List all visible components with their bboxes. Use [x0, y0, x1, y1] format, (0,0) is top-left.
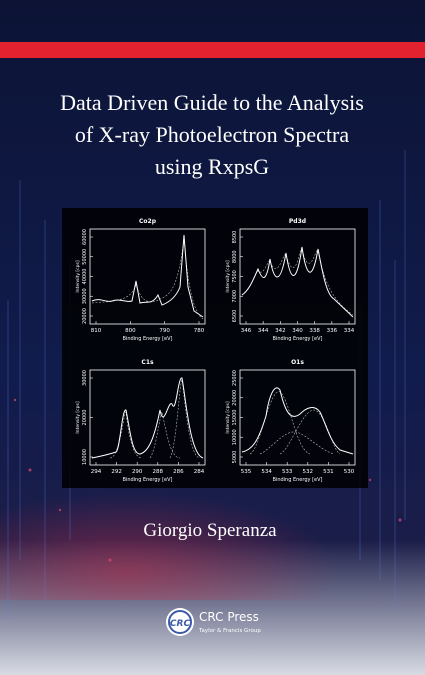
x-tick-label: 532: [303, 469, 314, 475]
y-tick-label: 15000: [232, 410, 238, 426]
y-tick-label: 10000: [82, 449, 88, 465]
y-tick-label: 30000: [82, 288, 88, 304]
x-tick-label: 338: [309, 328, 320, 334]
publisher: CRC CRC Press Taylor & Francis Group: [166, 608, 261, 636]
logo-text: CRC: [170, 619, 191, 629]
spectrum-panel: Pd3d 6500 7000 7500 8000 8500 346 344 342 340 338 3…: [225, 218, 356, 342]
y-tick-label: 7500: [232, 270, 238, 283]
y-tick-label: 25000: [232, 370, 238, 386]
x-tick-label: 342: [275, 328, 286, 334]
y-tick-label: 20000: [232, 390, 238, 406]
x-tick-label: 334: [344, 328, 355, 334]
panel-title: Co2p: [139, 218, 157, 225]
x-tick-label: 340: [292, 328, 303, 334]
y-axis-label: Intensity [cps]: [225, 401, 231, 433]
spectrum: [241, 387, 354, 455]
title-line: using RxpsG: [155, 154, 269, 179]
y-tick-label: 8500: [232, 231, 238, 244]
x-tick-label: 780: [194, 328, 205, 334]
spectrum-panel: C1s 10000 20000 30000 294 292 290 288 286 284 Bind…: [75, 359, 206, 483]
x-tick-label: 336: [327, 328, 338, 334]
x-tick-label: 534: [261, 469, 272, 475]
x-tick-label: 533: [282, 469, 293, 475]
y-tick-label: 20000: [82, 410, 88, 426]
spectrum: [241, 246, 354, 318]
y-tick-label: 10000: [232, 429, 238, 445]
publisher-name: CRC Press: [199, 610, 259, 624]
y-axis-label: Intensity [cps]: [75, 260, 81, 292]
title-line: Data Driven Guide to the Analysis: [60, 90, 364, 115]
y-tick-label: 6500: [232, 310, 238, 323]
x-tick-label: 292: [111, 469, 122, 475]
x-axis-label: Binding Energy [eV]: [273, 477, 323, 483]
spectrum: [91, 377, 204, 459]
x-tick-label: 290: [132, 469, 143, 475]
x-axis-label: Binding Energy [eV]: [123, 477, 173, 483]
x-tick-label: 535: [241, 469, 252, 475]
x-tick-label: 288: [153, 469, 164, 475]
red-stripe: [0, 42, 425, 58]
x-axis-label: Binding Energy [eV]: [273, 336, 323, 342]
spectrum-fit: [241, 248, 354, 316]
x-tick-label: 530: [344, 469, 355, 475]
light-dots: [13, 398, 402, 562]
y-tick-label: 60000: [82, 229, 88, 245]
y-tick-label: 50000: [82, 249, 88, 265]
panel-title: Pd3d: [289, 218, 306, 225]
spectrum: [91, 234, 204, 318]
publisher-group: Taylor & Francis Group: [198, 628, 261, 634]
x-axis-label: Binding Energy [eV]: [123, 336, 173, 342]
y-tick-label: 20000: [82, 308, 88, 324]
x-tick-label: 531: [323, 469, 334, 475]
panel-title: O1s: [291, 359, 304, 366]
logo-ring: [168, 610, 192, 634]
spectrum-panel: O1s 5000 10000 15000 20000 25000 535 534 533 532 5…: [225, 359, 356, 483]
x-tick-label: 284: [194, 469, 205, 475]
x-tick-label: 346: [241, 328, 252, 334]
y-axis-label: Intensity [cps]: [75, 401, 81, 433]
spectrum-panel: Co2p 20000 30000 40000 50000 60000 810 800 790 78…: [75, 218, 206, 342]
spectrum-fit: [91, 238, 204, 320]
x-tick-label: 790: [159, 328, 170, 334]
y-tick-label: 8000: [232, 250, 238, 263]
title: Data Driven Guide to the Analysis of X-r…: [60, 90, 364, 179]
logo-circle: [166, 608, 194, 636]
x-tick-label: 294: [91, 469, 102, 475]
author: Giorgio Speranza: [143, 520, 277, 541]
x-tick-label: 344: [258, 328, 269, 334]
y-axis-label: Intensity [cps]: [225, 260, 231, 292]
figure: Co2p 20000 30000 40000 50000 60000 810 800 790 78…: [75, 218, 356, 483]
y-tick-label: 7000: [232, 290, 238, 303]
y-tick-label: 30000: [82, 370, 88, 386]
figure-backdrop: [62, 208, 368, 488]
panel-title: C1s: [141, 359, 154, 366]
x-tick-label: 800: [125, 328, 136, 334]
title-line: of X-ray Photoelectron Spectra: [75, 122, 350, 147]
x-tick-label: 286: [173, 469, 184, 475]
x-tick-label: 810: [91, 328, 102, 334]
y-tick-label: 40000: [82, 269, 88, 285]
y-tick-label: 5000: [232, 451, 238, 464]
